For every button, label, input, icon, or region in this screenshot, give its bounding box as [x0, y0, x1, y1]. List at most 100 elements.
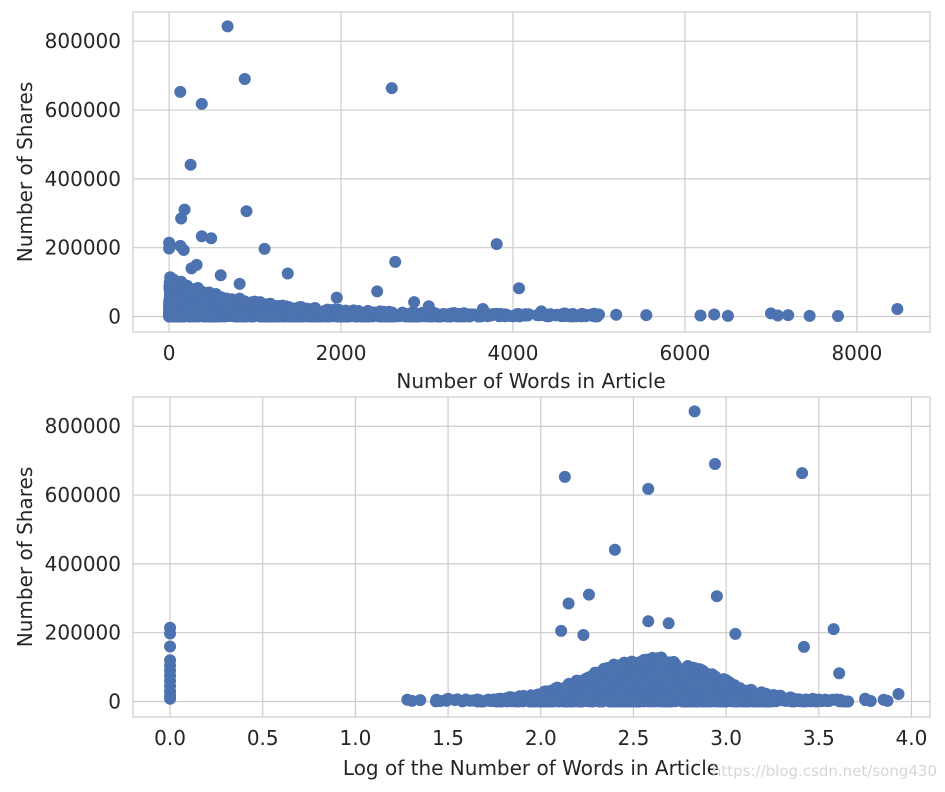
data-point: [240, 205, 253, 218]
data-point: [625, 655, 638, 668]
data-point: [568, 681, 581, 694]
data-point: [729, 627, 742, 640]
y-axis-label-bottom: Number of Shares: [13, 467, 37, 647]
data-point: [248, 305, 261, 318]
data-point: [575, 309, 588, 322]
data-point: [519, 308, 532, 321]
data-point: [408, 296, 421, 309]
y-axis-label-top: Number of Shares: [13, 82, 37, 262]
data-point: [710, 590, 723, 603]
data-point: [167, 282, 180, 295]
data-point: [796, 467, 809, 480]
data-point: [302, 310, 315, 323]
data-point: [485, 695, 498, 708]
x-tick-label: 3.0: [710, 726, 742, 750]
data-point: [198, 301, 211, 314]
data-point: [571, 694, 584, 707]
data-point: [346, 309, 359, 322]
data-point: [682, 678, 695, 691]
x-axis-label-top: Number of Words in Article: [396, 369, 665, 393]
y-tick-label: 800000: [45, 29, 121, 53]
x-tick-label: 6000: [660, 341, 711, 365]
x-tick-label: 0: [163, 341, 176, 365]
data-point: [877, 693, 890, 706]
x-tick-label: 2.0: [525, 726, 557, 750]
data-point: [610, 308, 623, 321]
data-point: [830, 693, 843, 706]
data-point: [422, 300, 435, 313]
data-point: [208, 310, 221, 323]
data-point: [708, 457, 721, 470]
data-point: [628, 670, 641, 683]
data-point: [473, 694, 486, 707]
data-point: [708, 308, 721, 321]
data-point: [562, 597, 575, 610]
data-point: [221, 20, 234, 33]
data-point: [745, 684, 758, 697]
data-point: [662, 617, 675, 630]
data-point: [694, 309, 707, 322]
y-tick-label: 600000: [45, 98, 121, 122]
x-tick-label: 1.5: [432, 726, 464, 750]
y-tick-label: 0: [108, 690, 121, 714]
data-point: [476, 302, 489, 315]
data-point: [640, 309, 653, 322]
data-point: [583, 694, 596, 707]
data-point: [596, 694, 609, 707]
y-tick-label: 400000: [45, 167, 121, 191]
y-tick-label: 600000: [45, 483, 121, 507]
data-point: [688, 405, 701, 418]
data-point: [808, 693, 821, 706]
data-point: [650, 665, 663, 678]
data-point: [654, 694, 667, 707]
y-tick-label: 400000: [45, 552, 121, 576]
data-point: [442, 692, 455, 705]
data-point: [832, 310, 845, 322]
data-point: [677, 667, 690, 680]
data-point: [238, 72, 251, 85]
data-point: [690, 694, 703, 707]
data-point: [465, 308, 478, 321]
data-point: [670, 685, 683, 698]
data-point: [833, 667, 846, 680]
data-point: [577, 628, 590, 641]
data-point: [859, 692, 872, 705]
data-point: [505, 695, 518, 708]
data-point: [797, 640, 810, 653]
data-point: [827, 623, 840, 636]
data-point: [385, 82, 398, 95]
data-point: [799, 693, 812, 706]
data-point: [582, 588, 595, 601]
data-point: [636, 655, 649, 668]
data-point: [371, 285, 384, 298]
data-point: [610, 659, 623, 672]
data-point: [205, 232, 218, 245]
data-point: [696, 680, 709, 693]
x-tick-label: 4.0: [896, 726, 928, 750]
y-tick-label: 200000: [45, 236, 121, 260]
x-tick-label: 1.0: [340, 726, 372, 750]
data-point: [283, 303, 296, 316]
data-point: [165, 309, 178, 322]
data-point: [555, 624, 568, 637]
data-point: [819, 693, 832, 706]
data-point: [558, 470, 571, 483]
points-top: [163, 20, 904, 323]
data-point: [363, 305, 376, 318]
data-point: [164, 627, 177, 640]
data-point: [702, 693, 715, 706]
y-tick-label: 800000: [45, 414, 121, 438]
data-point: [635, 680, 648, 693]
data-point: [195, 97, 208, 110]
x-tick-label: 3.5: [803, 726, 835, 750]
data-point: [721, 309, 734, 322]
chart-top: 0 2000 4000 6000 8000 0 200000 400000 600000 8000…: [13, 11, 931, 393]
data-point: [494, 307, 507, 320]
data-point: [233, 277, 246, 290]
data-point: [414, 694, 427, 707]
data-point: [258, 242, 271, 255]
data-point: [643, 695, 656, 708]
data-point: [712, 695, 725, 708]
data-point: [607, 695, 620, 708]
